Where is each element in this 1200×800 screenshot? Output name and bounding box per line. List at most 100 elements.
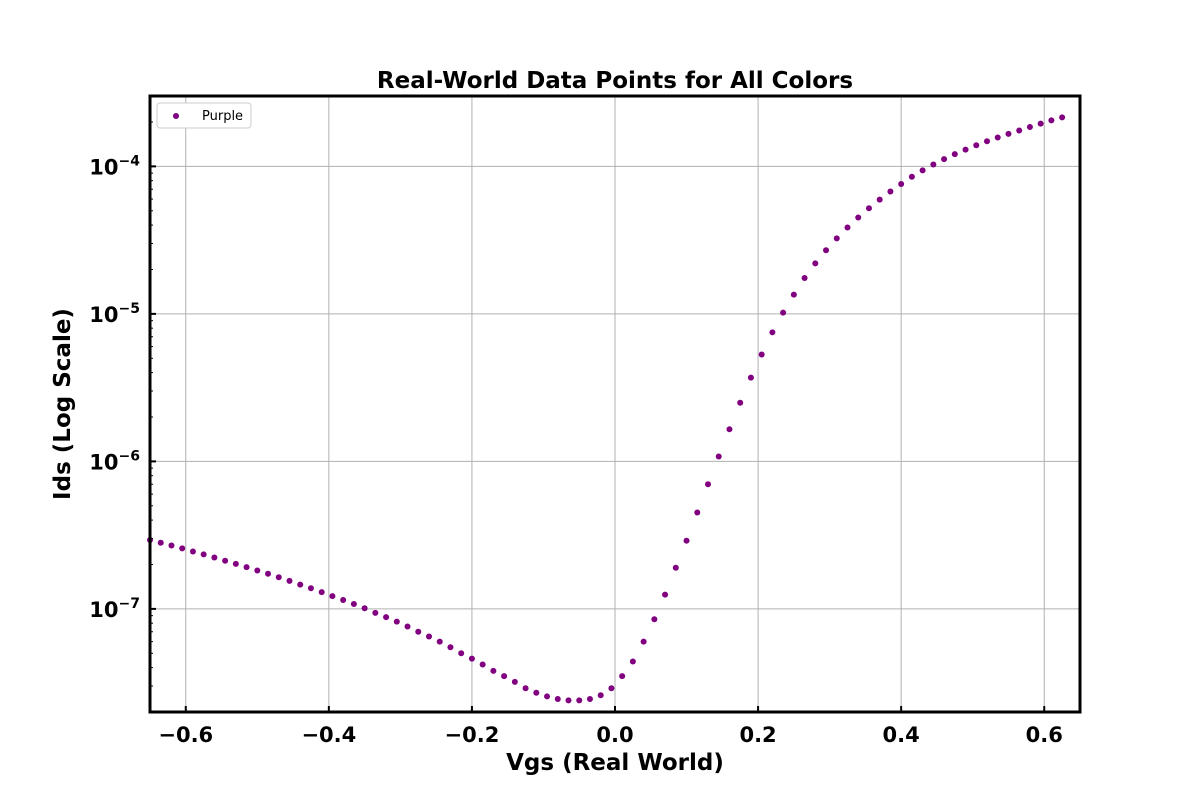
- data-point: [919, 167, 926, 174]
- data-point: [694, 509, 701, 516]
- legend-marker-purple: [173, 113, 179, 119]
- data-point: [222, 557, 229, 564]
- y-tick-label: 10−4: [89, 153, 140, 179]
- data-point: [297, 581, 304, 588]
- data-point: [157, 539, 164, 546]
- data-point: [426, 633, 432, 640]
- data-point: [747, 374, 754, 381]
- legend: Purple: [156, 102, 252, 129]
- data-point: [629, 658, 636, 665]
- data-point: [307, 585, 314, 592]
- data-point: [898, 180, 905, 187]
- data-point: [855, 214, 862, 221]
- x-tick-label: 0.0: [596, 723, 633, 747]
- data-point: [705, 481, 711, 488]
- y-tick-label: 10−5: [89, 301, 140, 327]
- x-tick-label: 0.4: [883, 723, 920, 747]
- data-point: [318, 589, 325, 596]
- data-point: [544, 693, 551, 700]
- data-point: [887, 188, 894, 195]
- data-point: [533, 689, 540, 696]
- legend-box: [156, 102, 252, 129]
- data-point: [769, 329, 776, 336]
- data-point: [511, 678, 518, 685]
- data-point: [275, 574, 282, 581]
- x-axis-ticks: −0.6 −0.4 −0.2 0.0 0.2 0.4 0.6: [158, 706, 1063, 747]
- x-axis-label: Vgs (Real World): [506, 750, 724, 776]
- data-point: [393, 618, 400, 625]
- data-point: [415, 628, 422, 635]
- data-point: [522, 685, 529, 692]
- data-point: [790, 291, 797, 298]
- data-point: [1005, 130, 1012, 137]
- data-point: [1026, 123, 1033, 130]
- data-point: [865, 205, 872, 212]
- data-point: [1048, 117, 1055, 124]
- data-point: [1037, 120, 1044, 127]
- data-point: [211, 554, 218, 561]
- y-axis-ticks: 10−7 10−6 10−5 10−4: [89, 121, 156, 713]
- chart-title: Real-World Data Points for All Colors: [377, 68, 853, 94]
- x-tick-label: 0.6: [1026, 723, 1063, 747]
- data-point: [651, 616, 658, 623]
- data-point: [361, 605, 368, 612]
- data-point: [801, 275, 808, 282]
- data-point: [597, 692, 604, 699]
- data-point: [447, 644, 454, 651]
- data-point: [340, 596, 347, 603]
- data-point: [1016, 127, 1023, 134]
- x-tick-label: −0.6: [158, 723, 213, 747]
- x-tick-label: 0.2: [739, 723, 776, 747]
- data-point: [501, 673, 508, 680]
- data-point: [737, 399, 744, 406]
- data-point: [640, 638, 647, 645]
- data-point: [479, 661, 486, 668]
- data-point: [179, 545, 186, 552]
- data-point: [833, 235, 840, 242]
- data-point: [726, 426, 733, 433]
- data-point: [436, 638, 443, 645]
- legend-label-purple: Purple: [202, 109, 243, 124]
- data-point: [350, 600, 357, 607]
- data-point: [951, 151, 958, 158]
- data-point: [189, 548, 196, 555]
- data-point: [973, 142, 980, 149]
- x-tick-label: −0.2: [445, 723, 500, 747]
- data-point: [908, 173, 915, 180]
- grid: [150, 96, 1080, 712]
- data-point: [490, 667, 497, 674]
- data-point: [243, 564, 250, 571]
- data-point: [576, 697, 583, 704]
- data-point: [168, 542, 175, 549]
- y-tick-label: 10−7: [89, 596, 140, 622]
- data-point: [876, 196, 883, 203]
- data-point: [404, 623, 411, 630]
- data-point: [962, 146, 969, 153]
- data-point: [565, 697, 572, 704]
- y-tick-label: 10−6: [89, 448, 140, 474]
- data-point: [383, 614, 390, 621]
- data-point: [844, 224, 851, 231]
- data-point: [619, 673, 626, 680]
- data-point: [758, 351, 765, 358]
- x-tick-label: −0.4: [301, 723, 356, 747]
- data-point: [994, 134, 1001, 141]
- data-points: [147, 114, 1066, 704]
- data-point: [823, 247, 830, 254]
- data-point: [1059, 114, 1066, 121]
- data-point: [683, 537, 690, 544]
- data-point: [329, 593, 336, 600]
- data-point: [372, 609, 379, 616]
- data-point: [468, 655, 475, 662]
- y-axis-label: Ids (Log Scale): [50, 308, 76, 500]
- data-point: [672, 564, 679, 571]
- data-point: [586, 695, 593, 702]
- data-point: [554, 695, 561, 702]
- data-point: [941, 156, 948, 163]
- data-point: [286, 577, 293, 584]
- data-point: [200, 551, 207, 558]
- data-point: [254, 567, 261, 574]
- data-point: [984, 138, 990, 145]
